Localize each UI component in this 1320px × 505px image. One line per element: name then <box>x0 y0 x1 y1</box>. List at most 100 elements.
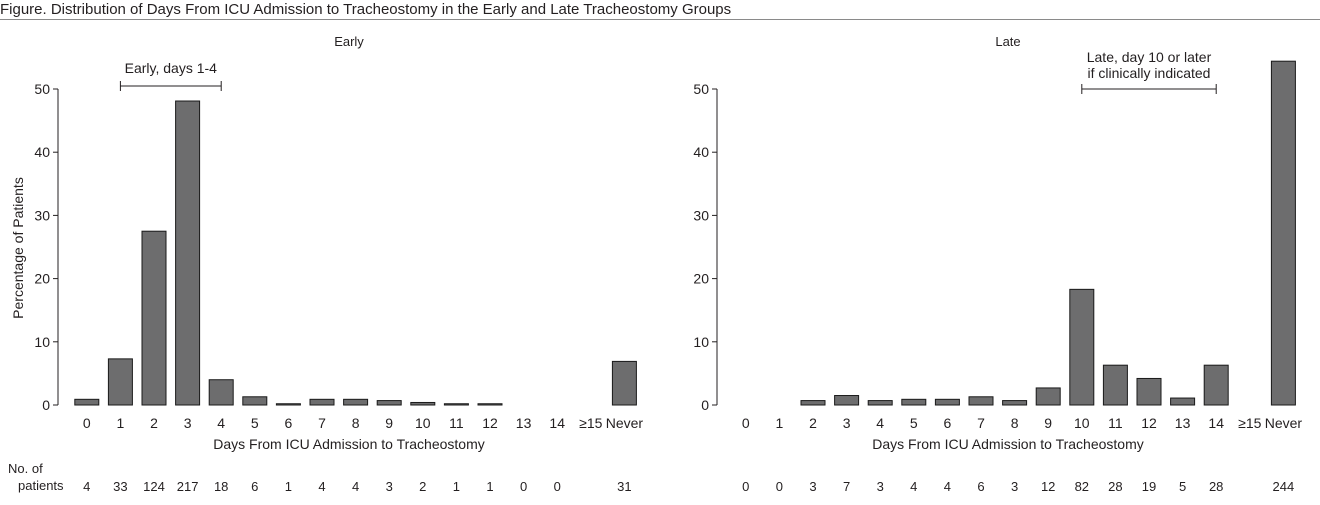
late-x-tick-label: 8 <box>1011 415 1019 431</box>
early-x-tick-label: ≥15 <box>579 415 602 431</box>
late-y-tick-label: 0 <box>701 397 709 413</box>
early-y-tick-label: 30 <box>34 207 50 223</box>
late-y-tick-label: 30 <box>693 207 709 223</box>
late-count-value: 12 <box>1041 479 1055 494</box>
early-x-tick-label: 0 <box>83 415 91 431</box>
late-bar <box>934 398 960 406</box>
early-x-tick-label: 3 <box>184 415 192 431</box>
early-chart-title: Early <box>334 34 364 49</box>
early-x-tick-label: 14 <box>549 415 565 431</box>
early-bar <box>175 100 201 406</box>
early-x-tick-label: 5 <box>251 415 259 431</box>
late-x-axis-label: Days From ICU Admission to Tracheostomy <box>872 436 1144 452</box>
late-x-tick-label: 14 <box>1208 415 1224 431</box>
late-x-tick-label: 11 <box>1108 415 1123 431</box>
early-bar <box>107 358 133 406</box>
late-x-tick-label: 7 <box>977 415 985 431</box>
late-x-tick-label: 13 <box>1175 415 1191 431</box>
early-count-value: 6 <box>251 479 258 494</box>
late-bar <box>901 398 927 406</box>
early-x-tick-label: 11 <box>449 415 464 431</box>
late-bar <box>1102 364 1128 406</box>
late-x-tick-label: 10 <box>1074 415 1090 431</box>
late-bar <box>1002 400 1028 406</box>
late-count-value: 0 <box>742 479 749 494</box>
early-bar <box>376 400 402 406</box>
early-count-value: 1 <box>486 479 493 494</box>
early-count-value: 3 <box>386 479 393 494</box>
early-count-value: 33 <box>113 479 127 494</box>
early-x-tick-label: 4 <box>217 415 225 431</box>
figure-title: Figure. Distribution of Days From ICU Ad… <box>0 1 732 18</box>
early-bar <box>343 398 369 406</box>
late-bar <box>1203 364 1229 406</box>
late-x-tick-label: Never <box>1265 415 1303 431</box>
late-annotation-text: Late, day 10 or later <box>1087 49 1212 65</box>
late-y-tick-label: 20 <box>693 271 709 287</box>
late-bar <box>1270 60 1296 406</box>
late-count-value: 28 <box>1209 479 1223 494</box>
late-bar <box>1136 377 1162 406</box>
early-count-value: 0 <box>520 479 527 494</box>
late-x-tick-label: 5 <box>910 415 918 431</box>
late-bar <box>867 400 893 406</box>
late-x-tick-label: 6 <box>944 415 952 431</box>
early-x-tick-label: 2 <box>150 415 158 431</box>
early-y-tick-label: 20 <box>34 271 50 287</box>
early-x-tick-label: 10 <box>415 415 431 431</box>
count-row-label-line1: No. of <box>8 461 43 476</box>
early-x-tick-label: 12 <box>482 415 498 431</box>
early-bar <box>443 403 469 406</box>
early-count-value: 1 <box>453 479 460 494</box>
early-y-axis-label: Percentage of Patients <box>10 177 26 319</box>
late-y-tick-label: 10 <box>693 334 709 350</box>
early-x-axis-label: Days From ICU Admission to Tracheostomy <box>213 436 485 452</box>
late-x-tick-label: 3 <box>843 415 851 431</box>
early-bar <box>309 398 335 406</box>
late-count-value: 3 <box>877 479 884 494</box>
early-count-value: 217 <box>177 479 199 494</box>
early-bar <box>275 403 301 406</box>
late-bar <box>968 396 994 406</box>
late-y-tick-label: 40 <box>693 144 709 160</box>
early-annotation-text: Early, days 1-4 <box>125 60 218 76</box>
early-y-tick-label: 0 <box>42 397 50 413</box>
late-count-value: 0 <box>776 479 783 494</box>
late-count-value: 19 <box>1142 479 1156 494</box>
early-count-value: 4 <box>83 479 90 494</box>
late-x-tick-label: 1 <box>776 415 784 431</box>
late-count-value: 244 <box>1273 479 1295 494</box>
late-x-tick-label: 2 <box>809 415 817 431</box>
late-count-value: 28 <box>1108 479 1122 494</box>
early-bar <box>410 401 436 406</box>
early-count-value: 4 <box>352 479 359 494</box>
early-bar <box>477 403 503 406</box>
early-x-tick-label: Never <box>606 415 644 431</box>
early-y-tick-label: 50 <box>34 81 50 97</box>
late-x-tick-label: 9 <box>1044 415 1052 431</box>
early-count-value: 2 <box>419 479 426 494</box>
late-count-value: 7 <box>843 479 850 494</box>
early-bar <box>141 230 167 406</box>
late-x-tick-label: 0 <box>742 415 750 431</box>
late-bar <box>1069 288 1095 406</box>
late-y-tick-label: 50 <box>693 81 709 97</box>
late-count-value: 4 <box>910 479 917 494</box>
late-bar <box>800 400 826 406</box>
late-count-value: 4 <box>944 479 951 494</box>
early-x-tick-label: 13 <box>516 415 532 431</box>
early-count-value: 18 <box>214 479 228 494</box>
late-bar <box>834 395 860 406</box>
early-bar <box>611 360 637 406</box>
early-y-tick-label: 40 <box>34 144 50 160</box>
late-count-value: 6 <box>977 479 984 494</box>
late-annotation-text: if clinically indicated <box>1088 65 1211 81</box>
late-count-value: 3 <box>809 479 816 494</box>
count-row-label-line2: patients <box>18 478 64 493</box>
early-x-tick-label: 9 <box>385 415 393 431</box>
early-count-value: 4 <box>318 479 325 494</box>
late-x-tick-label: 4 <box>876 415 884 431</box>
early-y-tick-label: 10 <box>34 334 50 350</box>
early-count-value: 124 <box>143 479 165 494</box>
